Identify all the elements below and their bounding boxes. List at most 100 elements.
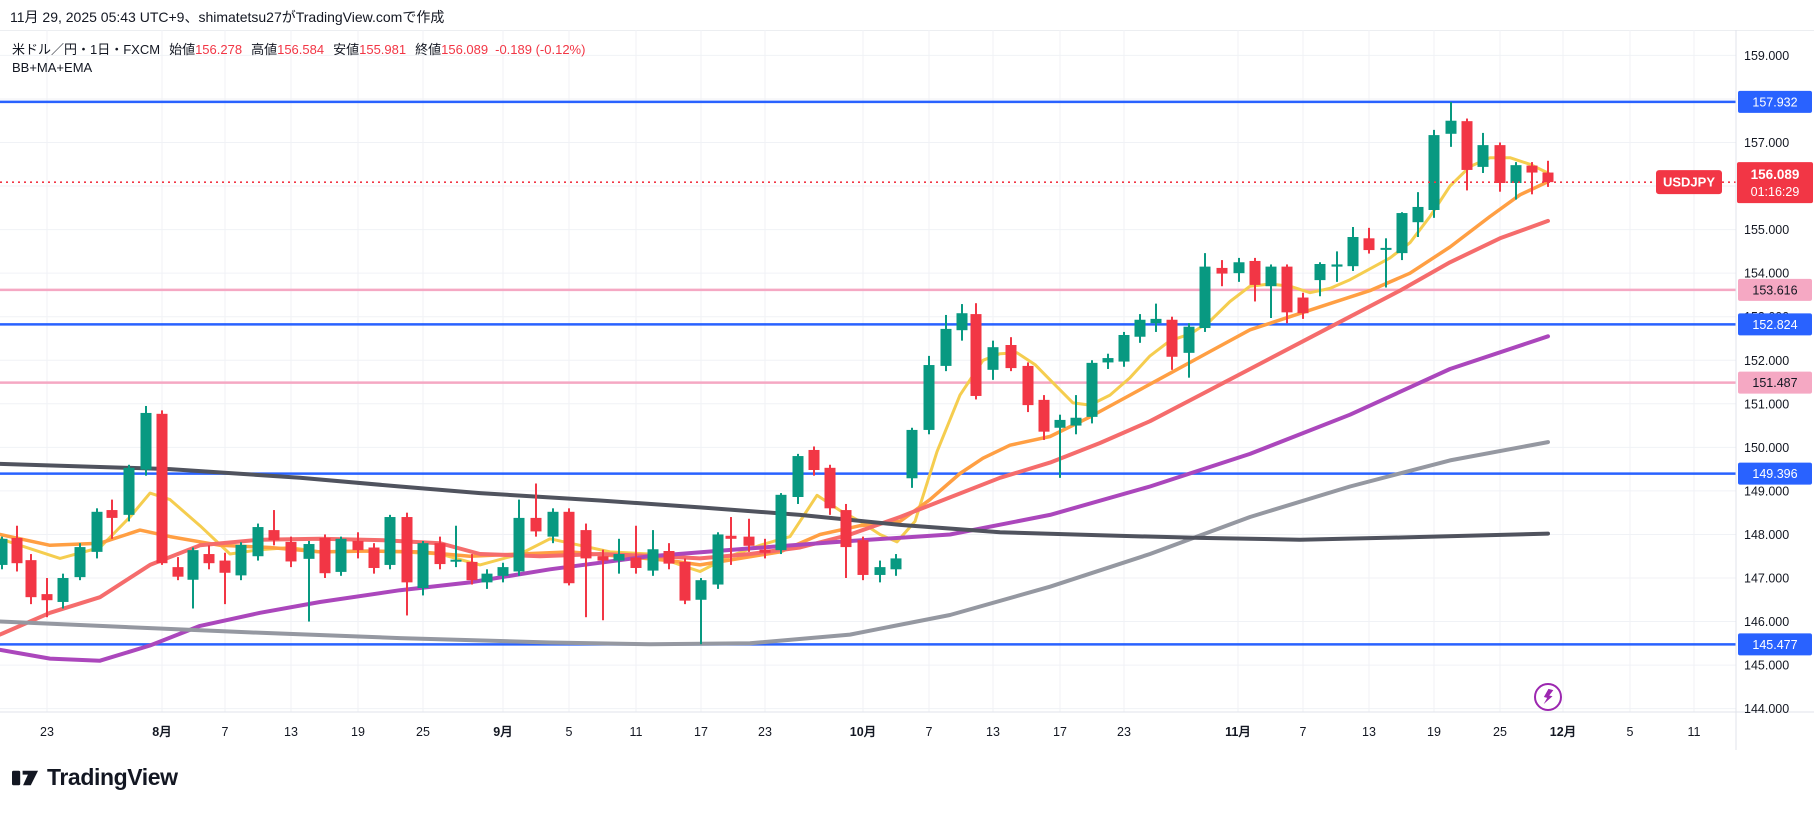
indicator-legend[interactable]: BB+MA+EMA [12,60,93,75]
candle [679,558,691,605]
candle [352,532,364,559]
candle [890,554,902,576]
candle-body [1331,264,1343,267]
lightning-marker-icon[interactable] [1534,683,1562,711]
candle-body [1005,345,1017,369]
candle [1150,303,1162,332]
candle [252,523,264,561]
candle-body [530,517,542,532]
candle-body [1445,120,1457,134]
price-level-badge [1738,313,1812,336]
candle [285,536,297,568]
symbol-legend[interactable]: 米ドル／円・1日・FXCM 始値156.278 高値156.584 安値155.981… [12,39,585,58]
price-tick-label: 150.000 [1744,441,1789,455]
candle [74,543,86,581]
candle [857,536,869,581]
candle [1199,253,1211,332]
candle-body [0,538,8,565]
tradingview-logo[interactable]: TradingView [12,764,178,791]
candle [1102,353,1114,369]
candle [1363,227,1375,254]
current-price-text: 156.089 [1751,167,1800,182]
candle [1022,362,1034,413]
candle-body [466,561,478,581]
candle-body [1314,264,1326,281]
candle-body [597,556,609,561]
time-tick-label: 11 [630,725,643,739]
candle [743,518,755,552]
price-level-badge [1738,90,1812,113]
price-tick-label: 152.000 [1744,354,1789,368]
price-level-badge [1738,462,1812,485]
line-ema-purple [0,334,1550,663]
candle [1428,129,1440,218]
lightning-bolt [1543,688,1554,705]
overlay-lines [0,156,1550,663]
price-tick-label: 154.000 [1744,267,1789,281]
candle [1166,316,1178,370]
candle-body [712,534,724,585]
time-axis[interactable]: 23 8月 7 13 19 25 9月 5 11 17 23 10月 7 13 17 23 11月 7 13 19 25… [40,725,1700,739]
time-tick-label: 10月 [850,725,876,739]
candle [712,532,724,589]
candle [1331,251,1343,282]
candle-body [1054,419,1066,428]
price-level-badge-text: 153.616 [1752,283,1797,297]
candle [597,549,609,621]
candle-body [647,549,659,571]
candle [580,523,592,618]
candle-body [41,594,53,601]
candle [1510,162,1522,200]
candle [630,525,642,574]
candle [1070,395,1082,435]
candle-body [106,510,118,518]
candle [1216,260,1228,287]
candle [775,493,787,555]
price-level-badge [1738,633,1812,656]
candle-body [285,541,297,562]
candle-body [824,467,836,509]
candle [450,525,462,568]
price-tick-label: 145.000 [1744,659,1789,673]
candle-body [1233,262,1245,274]
candle-body [1363,238,1375,251]
time-tick-label: 5 [566,725,573,739]
candle-body [513,517,525,572]
candle [906,427,918,488]
chart-canvas[interactable]: 159.000157.000155.000154.000153.000152.0… [0,0,1814,752]
candle-body [547,511,559,537]
price-tick-label: 147.000 [1744,572,1789,586]
time-tick-label: 13 [284,725,298,739]
candle [1183,323,1195,378]
candle [1314,262,1326,297]
candle-body [352,540,364,551]
candle-body [759,549,771,553]
candle-body [630,557,642,568]
candle [172,557,184,581]
time-tick-label: 5 [1627,725,1634,739]
candle-body [1297,297,1309,314]
candle-body [235,544,247,576]
candle [1134,314,1146,343]
candle [1297,292,1309,319]
candle [1118,331,1130,367]
time-tick-label: 11月 [1225,725,1251,739]
line-ma-orange [0,179,1550,567]
tradingview-logo-icon [12,770,39,786]
candle-body [1216,267,1228,274]
candle [563,508,575,586]
low-value: 155.981 [359,42,407,57]
candle [663,543,675,570]
candle [106,499,118,539]
candle-body [401,517,413,583]
candles [0,101,1554,645]
candle [759,538,771,559]
countdown-text: 01:16:29 [1751,185,1800,199]
candle-body [140,412,152,470]
candle [123,464,135,522]
candle [0,536,8,570]
candle-body [450,559,462,562]
symbol-title[interactable]: 米ドル／円・1日・FXCM [12,42,161,57]
widget-top-border [0,30,1814,31]
